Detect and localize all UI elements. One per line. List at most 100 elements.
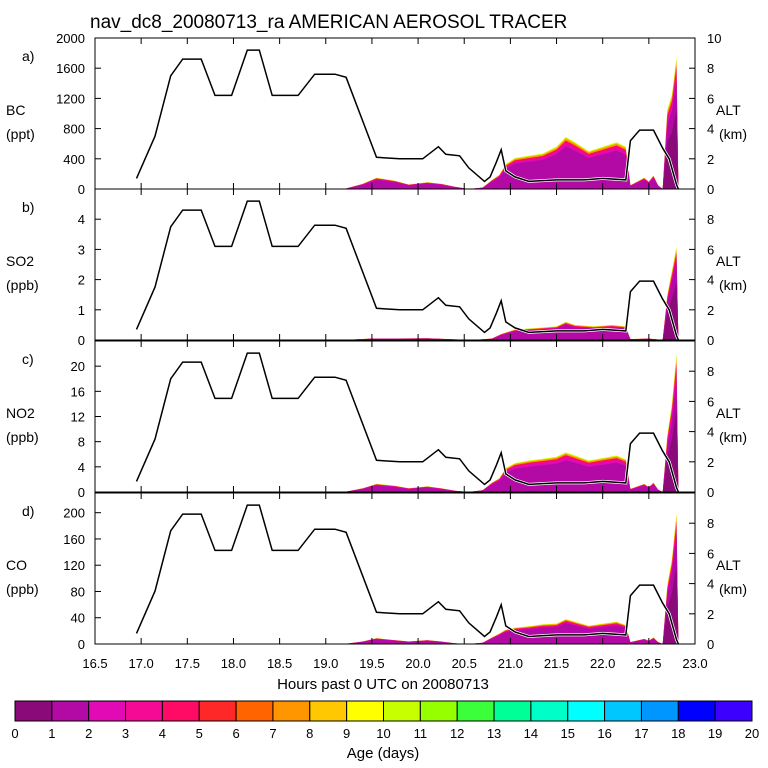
y-tick-label: 4 bbox=[78, 460, 85, 475]
y-tick-label: 80 bbox=[71, 584, 85, 599]
y-tick-label: 12 bbox=[71, 410, 85, 425]
colorbar-label: Age (days) bbox=[347, 745, 420, 762]
colorbar-tick-label: 2 bbox=[85, 726, 92, 741]
colorbar-swatch bbox=[235, 700, 274, 722]
alt-tick-label: 4 bbox=[707, 425, 714, 440]
colorbar-swatch bbox=[161, 700, 200, 722]
alt-tick-label: 2 bbox=[707, 152, 714, 167]
altitude-line bbox=[135, 352, 680, 493]
colorbar-swatch bbox=[198, 700, 237, 722]
y-tick-label: 1200 bbox=[56, 91, 85, 106]
colorbar-tick-label: 18 bbox=[671, 726, 685, 741]
colorbar-tick-label: 16 bbox=[597, 726, 611, 741]
colorbar-tick-label: 19 bbox=[708, 726, 722, 741]
panel-co: 0 40 80 120 160 200 0 2 4 6 8 d) CO (ppb) ALT (km) bbox=[6, 492, 747, 652]
species-label: BC bbox=[6, 102, 25, 118]
colorbar-swatch bbox=[51, 700, 90, 722]
y-tick-label: 1 bbox=[78, 303, 85, 318]
x-tick-label: 17.0 bbox=[128, 656, 153, 671]
alt-tick-label: 0 bbox=[707, 333, 714, 348]
alt-tick-label: 4 bbox=[707, 577, 714, 592]
colorbar-tick-label: 7 bbox=[269, 726, 276, 741]
colorbar-swatch bbox=[677, 700, 716, 722]
tracer-area-1day bbox=[344, 80, 679, 189]
species-units: (ppb) bbox=[6, 277, 39, 293]
tracer-area-1day bbox=[344, 533, 679, 644]
colorbar-swatch bbox=[604, 700, 642, 722]
figure-title: nav_dc8_20080713_ra AMERICAN AEROSOL TRA… bbox=[90, 12, 567, 33]
colorbar-swatch bbox=[309, 700, 348, 722]
altitude-line bbox=[135, 200, 680, 341]
altitude-line-halo bbox=[135, 503, 680, 645]
colorbar-tick-label: 10 bbox=[376, 726, 390, 741]
y-tick-label: 0 bbox=[78, 333, 85, 348]
alt-tick-label: 4 bbox=[707, 122, 714, 137]
x-tick-label: 19.5 bbox=[359, 656, 384, 671]
alt-tick-label: 8 bbox=[707, 212, 714, 227]
x-tick-label: 20.0 bbox=[405, 656, 430, 671]
alt-tick-label: 2 bbox=[707, 607, 714, 622]
alt-label: ALT bbox=[716, 102, 741, 118]
tracer-area-0day bbox=[662, 109, 679, 189]
alt-label: ALT bbox=[716, 557, 741, 573]
panel-label: b) bbox=[22, 199, 34, 215]
x-tick-label: 17.5 bbox=[175, 656, 200, 671]
y-tick-label: 3 bbox=[78, 242, 85, 257]
panel-label: c) bbox=[22, 351, 34, 367]
x-tick-label: 18.5 bbox=[267, 656, 292, 671]
species-label: NO2 bbox=[6, 405, 35, 421]
colorbar-tick-label: 0 bbox=[11, 726, 18, 741]
y-tick-label: 8 bbox=[78, 435, 85, 450]
colorbar-swatch bbox=[272, 700, 311, 722]
colorbar-tick-label: 11 bbox=[414, 726, 428, 741]
y-tick-label: 2000 bbox=[56, 31, 85, 46]
colorbar-swatch bbox=[530, 700, 569, 722]
species-units: (ppt) bbox=[6, 126, 35, 142]
colorbar-swatch bbox=[346, 700, 384, 722]
species-label: SO2 bbox=[6, 253, 34, 269]
x-tick-label: 20.5 bbox=[452, 656, 477, 671]
tracer-area-0day bbox=[662, 565, 679, 644]
species-label: CO bbox=[6, 557, 27, 573]
alt-tick-label: 0 bbox=[707, 485, 714, 500]
colorbar-tick-label: 9 bbox=[343, 726, 350, 741]
colorbar-swatch bbox=[640, 700, 679, 722]
plot-frame bbox=[94, 492, 696, 645]
alt-tick-label: 6 bbox=[707, 242, 714, 257]
colorbar-tick-label: 5 bbox=[196, 726, 203, 741]
alt-tick-label: 6 bbox=[707, 91, 714, 106]
colorbar-tick-label: 14 bbox=[524, 726, 538, 741]
alt-tick-label: 4 bbox=[707, 273, 714, 288]
alt-tick-label: 8 bbox=[707, 364, 714, 379]
y-tick-label: 120 bbox=[63, 558, 85, 573]
x-tick-label: 21.0 bbox=[498, 656, 523, 671]
colorbar-swatch bbox=[14, 700, 53, 722]
alt-tick-label: 6 bbox=[707, 394, 714, 409]
colorbar-tick-label: 17 bbox=[634, 726, 648, 741]
colorbar-swatch bbox=[567, 700, 606, 722]
y-tick-label: 40 bbox=[71, 611, 85, 626]
y-tick-label: 800 bbox=[63, 122, 85, 137]
tracer-area-0day bbox=[662, 409, 679, 492]
y-tick-label: 400 bbox=[63, 152, 85, 167]
alt-tick-label: 6 bbox=[707, 546, 714, 561]
colorbar-swatch bbox=[456, 700, 495, 722]
alt-tick-label: 0 bbox=[707, 637, 714, 652]
species-units: (ppb) bbox=[6, 581, 39, 597]
colorbar-swatch bbox=[383, 700, 421, 722]
y-tick-label: 0 bbox=[78, 485, 85, 500]
alt-tick-label: 10 bbox=[707, 31, 721, 46]
alt-tick-label: 2 bbox=[707, 303, 714, 318]
colorbar-swatch bbox=[125, 700, 163, 722]
colorbar-tick-label: 12 bbox=[450, 726, 464, 741]
x-tick-label: 19.0 bbox=[313, 656, 338, 671]
plot-frame bbox=[94, 188, 696, 341]
colorbar-tick-label: 1 bbox=[48, 726, 55, 741]
altitude-line bbox=[135, 49, 680, 190]
y-tick-label: 1600 bbox=[56, 61, 85, 76]
colorbar-swatch bbox=[88, 700, 127, 722]
colorbar-tick-label: 6 bbox=[232, 726, 239, 741]
colorbar-tick-label: 4 bbox=[159, 726, 166, 741]
panel-no2: 0 4 8 12 16 20 0 2 4 6 8 c) NO2 (ppb) ALT (km) bbox=[6, 340, 747, 500]
